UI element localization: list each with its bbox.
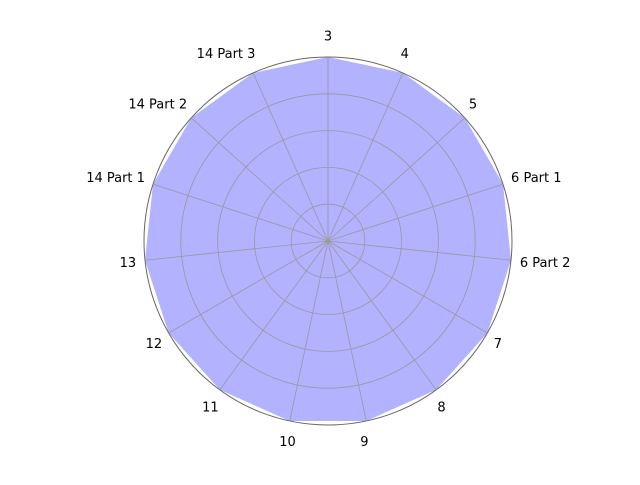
grid-spoke-11 [144, 240, 329, 261]
category-label: 3 [324, 30, 332, 45]
grid-spoke-1 [327, 72, 404, 242]
grid-spoke-5 [327, 240, 488, 334]
grid-layer [143, 56, 513, 426]
category-label: 14 Part 3 [197, 47, 256, 62]
grid-spoke-13 [190, 117, 329, 242]
category-label: 5 [469, 97, 477, 112]
category-label: 4 [401, 47, 409, 62]
category-label: 6 Part 2 [520, 256, 570, 271]
category-label: 7 [494, 337, 502, 352]
category-label: 9 [360, 435, 368, 450]
label-layer: 3 4 5 6 Part 1 6 Part 2 7 8 9 10 11 12 13 14 Part 1 1… [86, 30, 570, 451]
category-label: 13 [120, 256, 137, 271]
category-label: 14 Part 2 [128, 97, 187, 112]
grid-spoke-3 [327, 183, 504, 242]
grid-spoke-4 [327, 240, 512, 261]
category-label: 10 [279, 435, 296, 450]
grid-spoke-12 [152, 183, 329, 242]
grid-spoke-14 [252, 72, 329, 242]
grid-spoke-9 [219, 240, 329, 391]
grid-spoke-6 [327, 240, 437, 391]
grid-spoke-8 [289, 240, 329, 422]
category-label: 14 Part 1 [86, 171, 145, 186]
category-label: 12 [146, 337, 163, 352]
grid-spoke-2 [327, 117, 466, 242]
grid-spoke-7 [327, 240, 367, 422]
category-label: 11 [202, 400, 219, 415]
category-label: 8 [437, 400, 445, 415]
category-label: 6 Part 1 [511, 171, 561, 186]
grid-spoke-10 [168, 240, 329, 334]
